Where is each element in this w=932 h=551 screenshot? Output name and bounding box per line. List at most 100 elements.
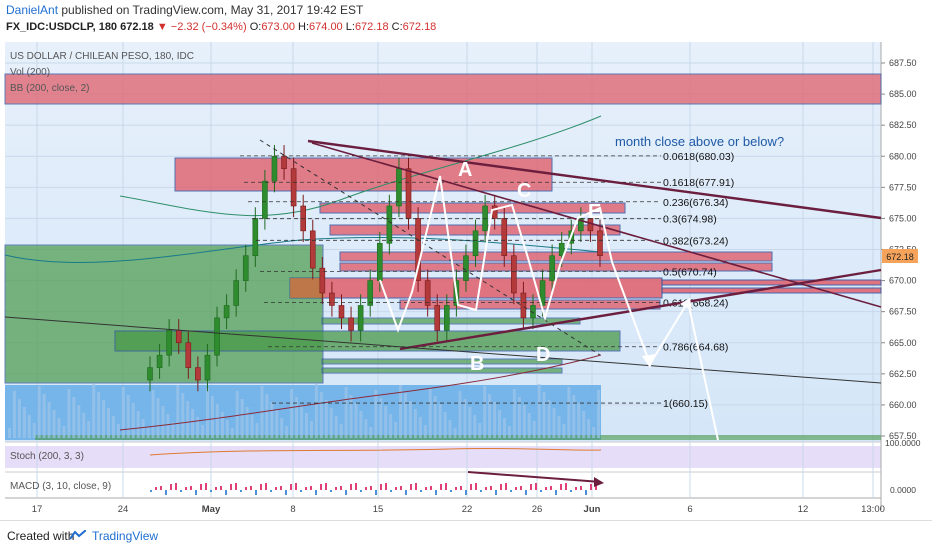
- candle-body: [386, 205, 393, 244]
- candle-body: [175, 330, 182, 344]
- volume-bar: [102, 400, 106, 438]
- candle-body: [338, 305, 345, 319]
- volume-bar: [349, 395, 353, 438]
- fib-level-label: 0.1618(677.91): [663, 177, 734, 189]
- macd-bar: [195, 490, 197, 495]
- volume-bar: [107, 408, 110, 438]
- fib-level-label: 0.5(670.74): [663, 266, 717, 278]
- candle-body: [204, 354, 211, 381]
- volume-bar: [230, 428, 234, 438]
- candle-body: [214, 317, 220, 356]
- candle-body: [262, 180, 268, 219]
- volume-bar: [270, 402, 274, 438]
- volume-bar: [404, 393, 407, 438]
- macd-bar: [275, 487, 277, 490]
- price-tick-label: 662.50: [889, 369, 917, 379]
- candle-body: [319, 267, 326, 294]
- wave-label-c: C: [517, 180, 531, 202]
- volume-bar: [512, 389, 516, 438]
- time-tick-label: 26: [532, 504, 543, 515]
- macd-bar: [300, 490, 302, 492]
- fib-level-label: 0.618(668.24): [663, 297, 728, 309]
- candle-body: [578, 218, 584, 232]
- candle-body: [147, 367, 153, 381]
- volume-bar: [27, 415, 31, 438]
- macd-legend[interactable]: MACD (3, 10, close, 9): [10, 481, 111, 492]
- bb-legend[interactable]: BB (200, close, 2): [10, 83, 89, 94]
- candle-body: [242, 255, 249, 281]
- chart-canvas[interactable]: 0.0618(680.03) 0.1618(677.91) 0.236(676.34…: [0, 40, 932, 520]
- macd-bar: [515, 487, 517, 490]
- last-price: 672.18: [120, 21, 154, 33]
- time-tick-label: 22: [462, 504, 473, 515]
- projection-down-2: [687, 301, 719, 441]
- author-link[interactable]: DanielAnt: [6, 3, 59, 17]
- macd-bar: [280, 486, 282, 490]
- wave-label-a: A: [458, 159, 472, 181]
- low-label: L:: [345, 21, 355, 33]
- macd-bar: [295, 483, 297, 490]
- volume-bar: [265, 394, 269, 438]
- macd-bar: [325, 483, 327, 490]
- volume-bar: [82, 413, 86, 438]
- supply-zone-4: [339, 251, 773, 262]
- macd-bar: [560, 484, 562, 490]
- macd-bar: [410, 484, 412, 490]
- fib-level-label: 0.0618(680.03): [663, 151, 734, 163]
- volume-bar: [255, 423, 259, 438]
- candle-body: [223, 305, 230, 319]
- fib-retracement: 0.0618(680.03) 0.1618(677.91) 0.236(676.34…: [240, 151, 734, 410]
- macd-bar: [185, 487, 187, 490]
- vol-legend[interactable]: Vol (200): [10, 67, 50, 78]
- macd-bar: [350, 484, 352, 490]
- candle-body: [549, 255, 555, 281]
- macd-bar: [520, 486, 522, 490]
- volume-bar: [557, 416, 561, 438]
- volume-bar: [478, 423, 482, 438]
- volume-bar: [32, 423, 36, 438]
- time-axis[interactable]: 17 24 May 8 15 22 26 Jun 6 12 13:00: [32, 504, 885, 515]
- price-tick-label: 670.00: [889, 276, 917, 286]
- macd-bar: [435, 490, 437, 495]
- macd-bar: [450, 490, 452, 492]
- volume-bar: [384, 406, 388, 438]
- volume-bar: [12, 391, 16, 438]
- volume-bar: [547, 400, 551, 438]
- price-change: ▼ −2.32 (−0.34%): [156, 21, 247, 33]
- month-close-annotation: month close above or below?: [615, 134, 784, 149]
- volume-bar: [334, 416, 338, 438]
- macd-bar: [340, 486, 342, 490]
- candle-body: [511, 255, 517, 294]
- volume-bar: [314, 384, 318, 438]
- macd-bar: [510, 490, 512, 492]
- macd-bar: [190, 486, 192, 490]
- tradingview-link[interactable]: TradingView: [92, 529, 159, 543]
- macd-bar: [580, 486, 582, 490]
- volume-bar: [131, 403, 135, 438]
- stoch-legend[interactable]: Stoch (200, 3, 3): [10, 451, 84, 462]
- volume-bar: [458, 391, 462, 438]
- open-value: 673.00: [261, 21, 295, 33]
- macd-bar: [525, 490, 527, 495]
- volume-bar: [324, 400, 328, 438]
- macd-bar: [390, 490, 392, 492]
- volume-bar: [141, 419, 145, 438]
- macd-bar: [535, 483, 537, 490]
- macd-bar: [335, 487, 337, 490]
- price-tick-label: 687.50: [889, 58, 917, 68]
- volume-bar: [527, 413, 531, 438]
- volume-bar: [275, 410, 279, 438]
- volume-bar: [532, 421, 536, 438]
- macd-bar: [255, 490, 257, 495]
- descending-trendline: [311, 142, 882, 308]
- supply-zone-9: [399, 299, 661, 310]
- macd-bar: [590, 484, 592, 490]
- price-tick-label: 667.50: [889, 307, 917, 317]
- volume-bar: [567, 387, 571, 438]
- macd-bar: [545, 487, 547, 490]
- macd-bar: [420, 490, 422, 492]
- volume-bar: [389, 414, 393, 438]
- volume-bar: [453, 428, 457, 438]
- volume-bar: [582, 411, 586, 438]
- volume-bar: [572, 395, 576, 438]
